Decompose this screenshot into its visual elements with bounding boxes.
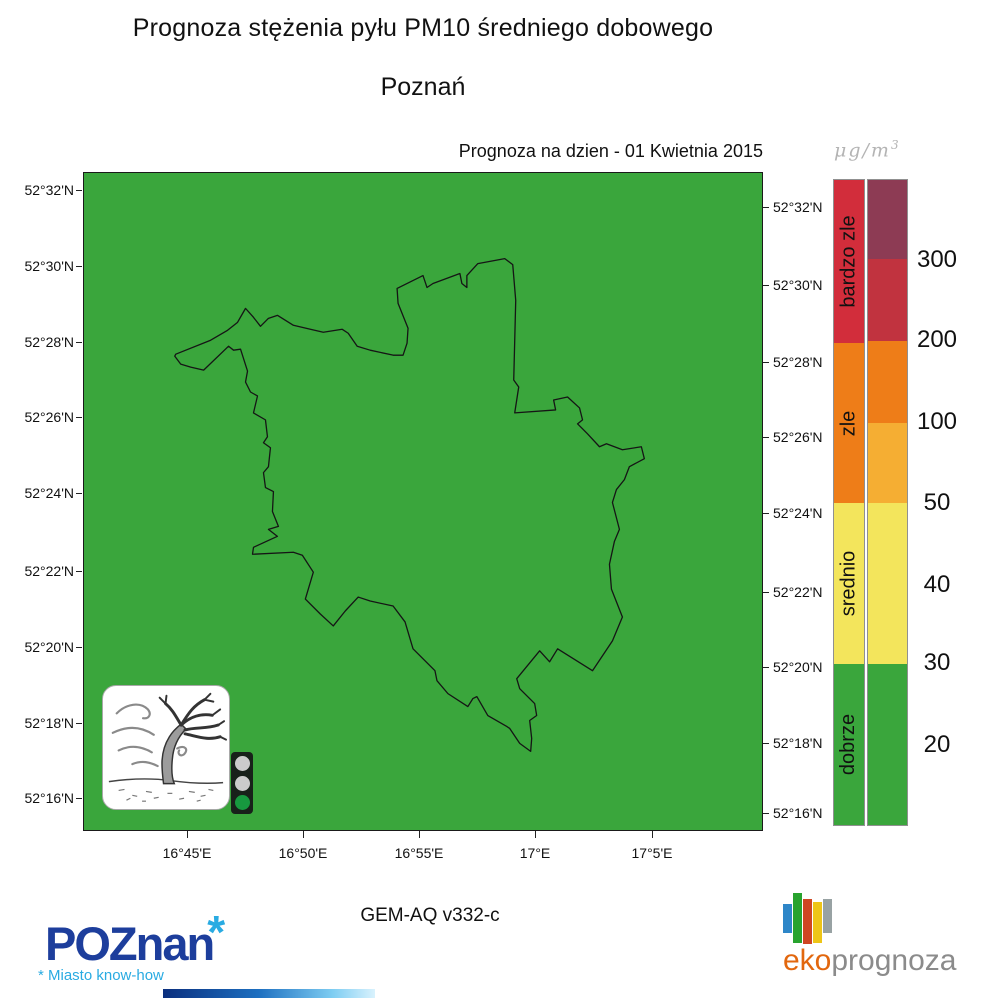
poznan-logo-text: POZnan [45,917,215,970]
traffic-light-green-bulb [234,794,250,810]
city-subtitle: Poznań [380,73,466,101]
lat-tick-label-left: 52°20'N [24,639,74,655]
tick-mark [763,285,769,286]
legend-scale-value: 100 [916,408,958,435]
tick-mark [76,190,82,191]
poznan-logo: POZnan* [45,906,231,971]
ekoprognoza-bar-icon [783,904,792,933]
value-colorbar [867,179,908,826]
tick-mark [763,743,769,744]
tick-mark [652,831,653,838]
legend-scale-segment [868,664,907,825]
legend-scale-segment [868,423,907,503]
lat-tick-label-left: 52°30'N [24,258,74,274]
legend-category-segment: zle [834,343,864,503]
ekoprognoza-logo-prognoza: prognoza [831,944,957,977]
tick-mark [76,266,82,267]
tick-mark [763,667,769,668]
ekoprognoza-logo-eko: eko [783,944,832,977]
legend-category-segment: srednio [834,503,864,664]
unit-exponent: 3 [890,138,901,152]
lat-tick-label-left: 52°26'N [24,409,74,425]
city-boundary-layer [174,257,645,753]
traffic-light-middle-bulb [234,775,250,791]
traffic-light-icon [231,752,253,814]
tick-mark [187,831,188,838]
legend-scale-segment [868,341,907,423]
lon-tick-label: 16°55'E [394,845,444,861]
tick-mark [76,798,82,799]
traffic-light-top-bulb [234,756,250,772]
ekoprognoza-bar-icon [813,902,822,943]
model-version-label: GEM-AQ v332-c [360,905,500,926]
lat-tick-label-right: 52°20'N [773,659,823,675]
legend-scale-value: 20 [923,731,951,758]
tick-mark [76,342,82,343]
legend-scale-value: 50 [923,489,951,516]
legend-scale-value: 30 [923,649,951,676]
lat-tick-label-right: 52°18'N [773,735,823,751]
legend-category-label: bardzo zle [837,215,860,308]
lat-tick-label-right: 52°22'N [773,584,823,600]
lat-tick-label-left: 52°18'N [24,715,74,731]
tick-mark [76,493,82,494]
tick-mark [763,813,769,814]
lat-tick-label-right: 52°28'N [773,354,823,370]
category-colorbar: bardzo zle zle srednio dobrze [833,179,865,826]
lat-tick-label-right: 52°30'N [773,277,823,293]
windy-tree-icon [108,692,227,802]
legend-scale-value: 40 [923,571,951,598]
legend-category-segment: dobrze [834,664,864,825]
lat-tick-label-left: 52°16'N [24,790,74,806]
tick-mark [763,592,769,593]
lat-tick-label-left: 52°24'N [24,485,74,501]
poznan-logo-gradient-bar [163,989,375,998]
tick-mark [535,831,536,838]
city-boundary-outline [174,257,645,753]
lat-tick-label-left: 52°28'N [24,334,74,350]
legend-category-label: zle [837,410,860,436]
tick-mark [76,647,82,648]
legend-scale-segment [868,180,907,259]
lat-tick-label-left: 52°32'N [24,182,74,198]
legend-scale-value: 300 [916,246,958,273]
tick-mark [76,417,82,418]
lon-tick-label: 16°45'E [162,845,212,861]
legend-scale-value: 200 [916,326,958,353]
lon-tick-label: 17°E [519,845,551,861]
legend-scale-segment [868,503,907,664]
lat-tick-label-left: 52°22'N [24,563,74,579]
ekoprognoza-logo: ekoprognoza [783,944,956,978]
tick-mark [763,207,769,208]
ekoprognoza-bar-icon [803,899,812,944]
poznan-logo-tagline: * Miasto know-how [38,967,164,984]
unit-base: μg/m [834,139,891,162]
legend-category-label: srednio [837,550,860,617]
lat-tick-label-right: 52°24'N [773,505,823,521]
legend-category-segment: bardzo zle [834,180,864,343]
ekoprognoza-bar-icon [793,893,802,943]
tick-mark [763,437,769,438]
lon-tick-label: 17°5'E [631,845,673,861]
lat-tick-label-right: 52°26'N [773,429,823,445]
poznan-logo-asterisk-icon: * [207,906,226,958]
lat-tick-label-right: 52°32'N [773,199,823,215]
tick-mark [419,831,420,838]
weather-pictogram-box [102,685,230,810]
lon-tick-label: 16°50'E [278,845,328,861]
tick-mark [303,831,304,838]
tick-mark [763,513,769,514]
forecast-date-line: Prognoza na dzien - 01 Kwietnia 2015 [458,141,763,161]
legend-category-label: dobrze [837,713,860,776]
unit-label: μg/m3 [834,138,901,161]
lat-tick-label-right: 52°16'N [773,805,823,821]
page-title: Prognoza stężenia pyłu PM10 średniego do… [132,14,714,42]
tick-mark [763,362,769,363]
tick-mark [76,571,82,572]
legend-scale-segment [868,259,907,341]
ekoprognoza-bar-icon [823,899,832,933]
tick-mark [76,723,82,724]
